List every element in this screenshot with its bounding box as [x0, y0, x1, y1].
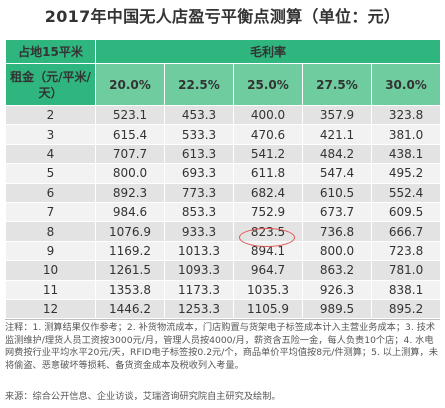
- table-row: 7 984.6 853.3 752.9 673.7 609.5: [5, 201, 442, 223]
- value-cell: 964.7: [233, 260, 303, 281]
- gross-margin-header: 毛利率: [94, 39, 442, 64]
- value-cell: 1446.2: [95, 298, 165, 320]
- value-cell: 484.2: [302, 143, 372, 165]
- rent-cell: 4: [5, 143, 96, 165]
- table-row: 4 707.7 613.3 541.2 484.2 438.1: [5, 143, 442, 165]
- value-cell: 781.0: [370, 260, 442, 281]
- value-cell: 773.3: [164, 182, 234, 203]
- value-cell: 863.2: [302, 260, 372, 281]
- rent-cell: 3: [5, 124, 96, 145]
- breakeven-table: 占地15平米 毛利率 租金（元/平米/天） 20.0% 22.5% 25.0% …: [5, 39, 442, 320]
- value-cell: 1253.3: [164, 298, 234, 320]
- value-cell: 533.3: [164, 124, 234, 145]
- rent-cell: 8: [5, 221, 96, 242]
- value-cell: 895.2: [370, 298, 442, 320]
- rent-header: 租金（元/平米/天）: [5, 63, 96, 106]
- rent-cell: 9: [5, 240, 96, 262]
- value-cell: 610.5: [302, 182, 372, 203]
- value-cell: 357.9: [302, 104, 372, 126]
- value-cell: 613.3: [164, 143, 234, 165]
- column-header: 20.0%: [95, 63, 165, 106]
- value-cell: 453.3: [164, 104, 234, 126]
- value-cell: 438.1: [370, 143, 442, 165]
- value-cell: 1013.3: [164, 240, 234, 262]
- table-row: 8 1076.9 933.3 823.5 736.8 666.7: [5, 221, 442, 242]
- value-cell: 470.6: [233, 124, 303, 145]
- value-cell: 723.8: [370, 240, 442, 262]
- value-cell: 673.7: [302, 201, 372, 223]
- rent-cell: 12: [5, 298, 96, 320]
- rent-cell: 7: [5, 201, 96, 223]
- value-cell: 682.4: [233, 182, 303, 203]
- value-cell: 752.9: [233, 201, 303, 223]
- table-row: 10 1261.5 1093.3 964.7 863.2 781.0: [5, 260, 442, 281]
- value-cell: 400.0: [233, 104, 303, 126]
- value-cell: 323.8: [370, 104, 442, 126]
- value-cell: 838.1: [370, 279, 442, 300]
- value-cell: 894.1: [233, 240, 303, 262]
- rent-cell: 5: [5, 163, 96, 184]
- value-cell: 926.3: [302, 279, 372, 300]
- value-cell: 707.7: [95, 143, 165, 165]
- table-row: 5 800.0 693.3 611.8 547.4 495.2: [5, 163, 442, 184]
- table-row: 2 523.1 453.3 400.0 357.9 323.8: [5, 104, 442, 126]
- value-cell: 611.8: [233, 163, 303, 184]
- column-header: 22.5%: [164, 63, 234, 106]
- value-cell: 984.6: [95, 201, 165, 223]
- page-title: 2017年中国无人店盈亏平衡点测算（单位：元）: [44, 7, 401, 26]
- value-cell: 421.1: [302, 124, 372, 145]
- value-cell: 693.3: [164, 163, 234, 184]
- value-cell: 666.7: [370, 221, 442, 242]
- table-row: 11 1353.8 1173.3 1035.3 926.3 838.1: [5, 279, 442, 300]
- value-cell: 523.1: [95, 104, 165, 126]
- column-header: 30.0%: [370, 63, 442, 106]
- column-header: 25.0%: [233, 63, 303, 106]
- value-cell: 736.8: [302, 221, 372, 242]
- source-note: 来源：综合公开信息、企业访谈，艾瑞咨询研究院自主研究及绘制。: [5, 391, 281, 402]
- value-cell: 800.0: [95, 163, 165, 184]
- value-cell: 892.3: [95, 182, 165, 203]
- value-cell: 1169.2: [95, 240, 165, 262]
- value-cell: 552.4: [370, 182, 442, 203]
- value-cell: 800.0: [302, 240, 372, 262]
- table-row: 6 892.3 773.3 682.4 610.5 552.4: [5, 182, 442, 203]
- rent-header-label: 租金（元/平米/天）: [10, 69, 91, 100]
- value-cell: 381.0: [370, 124, 442, 145]
- rent-cell: 2: [5, 104, 96, 126]
- value-cell: 1093.3: [164, 260, 234, 281]
- table-row: 3 615.4 533.3 470.6 421.1 381.0: [5, 124, 442, 145]
- value-cell: 1173.3: [164, 279, 234, 300]
- value-cell: 989.5: [302, 298, 372, 320]
- highlight-circle: [239, 228, 295, 247]
- table-row: 9 1169.2 1013.3 894.1 800.0 723.8: [5, 240, 442, 262]
- rent-cell: 11: [5, 279, 96, 300]
- table-row: 12 1446.2 1253.3 1105.9 989.5 895.2: [5, 298, 442, 320]
- value-cell: 1076.9: [95, 221, 165, 242]
- header-row-top: 占地15平米 毛利率: [5, 39, 442, 64]
- value-cell: 541.2: [233, 143, 303, 165]
- footnote: 注释：1. 测算结果仅作参考；2. 补货物流成本，门店购置与货架电子标签成本计入…: [5, 319, 440, 372]
- value-cell: 547.4: [302, 163, 372, 184]
- header-row-columns: 租金（元/平米/天） 20.0% 22.5% 25.0% 27.5% 30.0%: [5, 63, 442, 106]
- rent-cell: 10: [5, 260, 96, 281]
- value-cell: 609.5: [370, 201, 442, 223]
- value-cell: 495.2: [370, 163, 442, 184]
- value-cell: 1353.8: [95, 279, 165, 300]
- value-cell: 933.3: [164, 221, 234, 242]
- corner-header: 占地15平米: [5, 39, 96, 64]
- value-cell: 853.3: [164, 201, 234, 223]
- column-header: 27.5%: [302, 63, 372, 106]
- rent-cell: 6: [5, 182, 96, 203]
- value-cell: 1035.3: [233, 279, 303, 300]
- value-cell: 615.4: [95, 124, 165, 145]
- value-cell: 1261.5: [95, 260, 165, 281]
- value-cell: 1105.9: [233, 298, 303, 320]
